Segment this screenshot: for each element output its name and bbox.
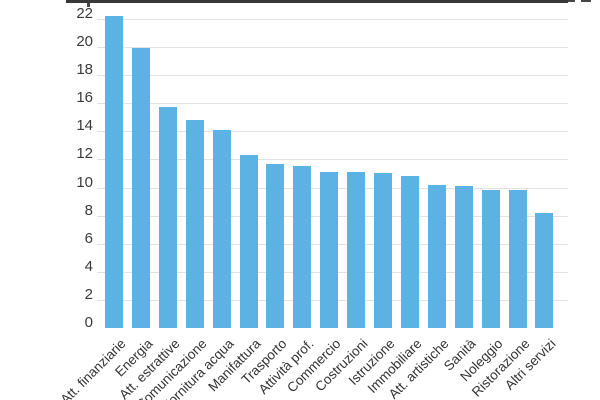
bar-comunicazione[interactable] <box>185 120 204 328</box>
y-tick-label: 8 <box>84 201 93 219</box>
y-tick-label: 12 <box>76 145 93 163</box>
bar-att-artistiche[interactable] <box>427 184 446 328</box>
gridline <box>97 18 568 20</box>
x-axis-line <box>66 0 568 3</box>
bar-altri-servizi[interactable] <box>535 212 554 328</box>
bar-attivit-prof-[interactable] <box>293 166 312 328</box>
y-tick-label: 16 <box>76 89 93 107</box>
y-tick-label: 18 <box>76 61 93 79</box>
bar-costruzioni[interactable] <box>347 172 366 328</box>
bar-immobiliare[interactable] <box>400 176 419 328</box>
bar-sanit-[interactable] <box>454 186 473 328</box>
bar-energia[interactable] <box>131 48 150 328</box>
gridline <box>97 131 568 133</box>
gridline <box>97 103 568 105</box>
y-tick-label: 22 <box>76 4 93 22</box>
gridline <box>97 75 568 77</box>
gridline <box>97 159 568 161</box>
y-tick-label: 6 <box>84 229 93 247</box>
bar-commercio[interactable] <box>320 172 339 328</box>
y-tick-label: 20 <box>76 33 93 50</box>
y-tick-label: 2 <box>84 285 93 303</box>
y-tick-label: 4 <box>84 257 93 275</box>
gridline <box>97 47 568 48</box>
dashed-reference-line-start-tick <box>87 0 90 7</box>
y-tick-label: 0 <box>84 314 93 331</box>
bar-manifattura[interactable] <box>239 155 258 328</box>
bar-ristorazione[interactable] <box>508 190 527 328</box>
bar-fornitura-acqua[interactable] <box>212 129 231 328</box>
bar-istruzione[interactable] <box>374 173 392 328</box>
bar-att-finanziarie[interactable] <box>105 16 123 328</box>
y-tick-label: 10 <box>76 173 93 191</box>
bar-trasporto[interactable] <box>266 163 285 328</box>
y-tick-label: 14 <box>76 117 93 135</box>
bar-noleggio[interactable] <box>481 190 500 328</box>
bar-att-estrattive[interactable] <box>158 107 177 328</box>
